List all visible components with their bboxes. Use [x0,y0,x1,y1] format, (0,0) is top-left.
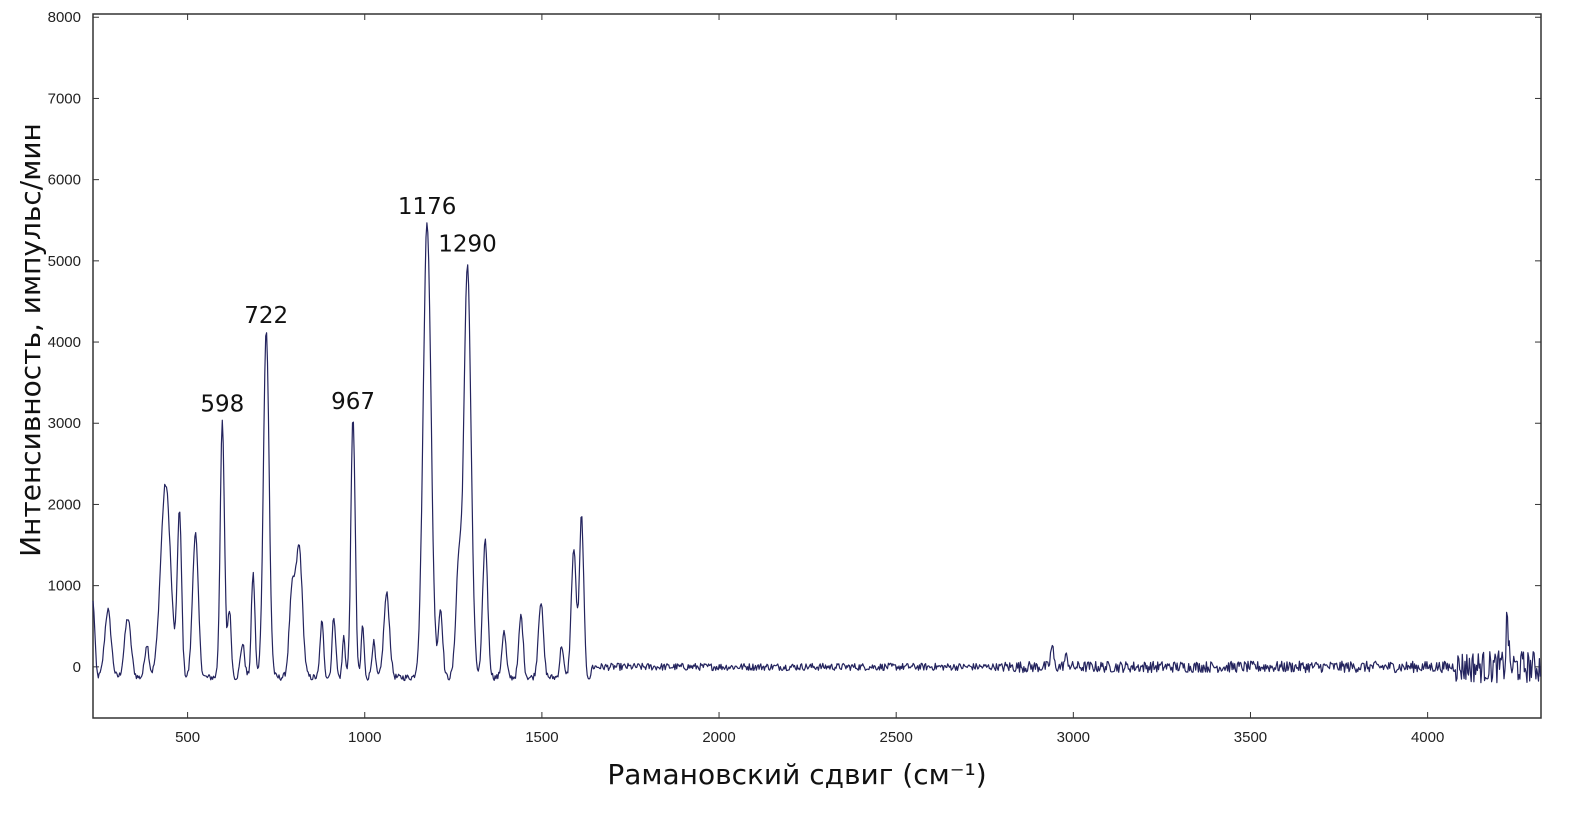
peak-label-1290: 1290 [438,231,497,257]
y-tick-label: 1000 [48,578,81,595]
y-tick-label: 4000 [48,334,81,351]
peak-label-967: 967 [331,389,375,415]
x-tick-label: 1000 [348,729,381,746]
plot-frame [92,13,1542,719]
y-tick-label: 0 [73,659,81,676]
y-tick-label: 8000 [48,9,81,26]
axis-ticks: 500 1000 1500 2000 2500 3000 3500 4000 0 1000 2000… [48,9,1541,746]
peak-annotations: 598 722 967 1176 1290 [200,194,496,417]
x-tick-label: 3500 [1234,729,1267,746]
x-tick-label: 500 [175,729,200,746]
x-tick-label: 1500 [525,729,558,746]
peak-label-598: 598 [200,391,244,417]
y-tick-label: 5000 [48,253,81,270]
peak-label-722: 722 [244,303,288,329]
x-tick-label: 2000 [702,729,735,746]
y-tick-label: 6000 [48,172,81,189]
x-axis-label: Рамановский сдвиг (см⁻¹) [607,758,986,791]
y-tick-label: 2000 [48,496,81,513]
y-tick-label: 3000 [48,415,81,432]
x-tick-label: 3000 [1057,729,1090,746]
y-tick-label: 7000 [48,90,81,107]
x-tick-label: 2500 [879,729,912,746]
peak-label-1176: 1176 [398,194,457,220]
x-tick-label: 4000 [1411,729,1444,746]
spectrum-line [92,222,1541,684]
y-axis-label: Интенсивность, импульс/мин [14,123,47,557]
